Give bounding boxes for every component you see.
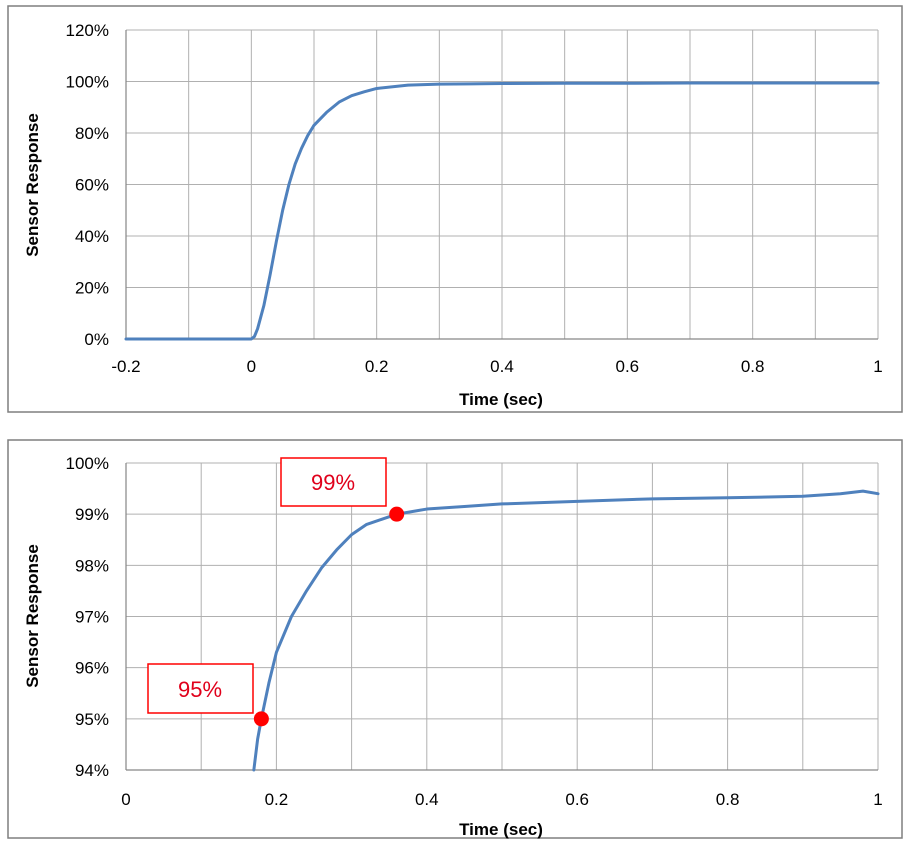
- chart1-x-tick-label: 0: [247, 357, 256, 376]
- chart2-marker-95pct: [253, 711, 269, 727]
- chart2-x-tick-label: 0.2: [265, 790, 289, 809]
- chart1-plot: 0% 20% 40% 60% 80% 100% 120% -0.2 0 0.2 0.4 0.6 0.8 1: [66, 21, 883, 376]
- callout-95-label: 95%: [178, 677, 222, 702]
- chart2-y-tick-label: 94%: [75, 761, 109, 780]
- chart2-y-tick-label: 97%: [75, 608, 109, 627]
- chart1-x-axis-title: Time (sec): [459, 390, 543, 409]
- chart2-frame: [7, 439, 903, 839]
- chart2-x-tick-label: 0.4: [415, 790, 439, 809]
- chart1-x-tick-label: -0.2: [111, 357, 140, 376]
- chart1-y-tick-label: 60%: [75, 176, 109, 195]
- chart1-x-tick-label: 1: [873, 357, 882, 376]
- chart1-y-tick-label: 40%: [75, 227, 109, 246]
- chart1-x-tick-label: 0.2: [365, 357, 389, 376]
- chart2-marker-99pct: [389, 506, 405, 522]
- chart2-x-tick-label: 1: [873, 790, 882, 809]
- chart1-y-tick-label: 100%: [66, 73, 109, 92]
- callout-95-box: [147, 663, 254, 714]
- chart1-y-tick-label: 80%: [75, 124, 109, 143]
- chart2-x-tick-label: 0.6: [565, 790, 589, 809]
- callout-99-label: 99%: [311, 470, 355, 495]
- chart2-y-tick-label: 95%: [75, 710, 109, 729]
- chart2-y-tick-label: 99%: [75, 505, 109, 524]
- callout-99-box: [280, 457, 387, 507]
- chart2-x-axis-title: Time (sec): [459, 820, 543, 839]
- chart2-y-axis-title: Sensor Response: [23, 544, 42, 688]
- chart2-series-line: [252, 489, 880, 772]
- chart1-x-tick-label: 0.8: [741, 357, 765, 376]
- chart1-x-tick-label: 0.4: [490, 357, 514, 376]
- chart2-plot: 94% 95% 96% 97% 98% 99% 100% 0 0.2 0.4 0.6 0.8 1: [66, 454, 883, 809]
- chart1-series-line: [124, 81, 880, 341]
- callout-99: 99%: [280, 457, 387, 507]
- chart1-y-tick-label: 120%: [66, 21, 109, 40]
- chart2-y-tick-label: 98%: [75, 556, 109, 575]
- chart2-y-tick-label: 100%: [66, 454, 109, 473]
- chart1-y-axis-title: Sensor Response: [23, 113, 42, 257]
- chart1-y-tick-label: 20%: [75, 279, 109, 298]
- chart2-x-tick-label: 0.8: [716, 790, 740, 809]
- chart1-y-tick-label: 0%: [84, 330, 109, 349]
- chart2-y-tick-label: 96%: [75, 659, 109, 678]
- callout-95: 95%: [147, 663, 254, 714]
- chart1-x-tick-label: 0.6: [616, 357, 640, 376]
- chart1-frame: [7, 5, 903, 413]
- chart2-x-tick-label: 0: [121, 790, 130, 809]
